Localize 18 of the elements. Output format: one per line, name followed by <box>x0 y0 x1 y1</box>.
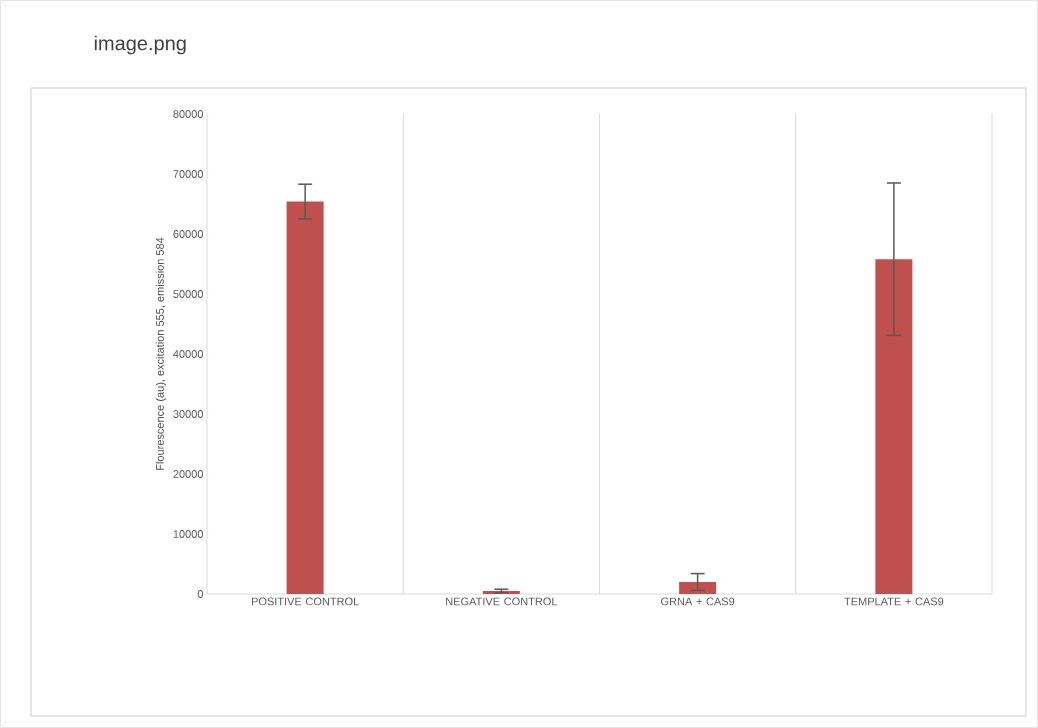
x-tick-label: TEMPLATE + CAS9 <box>844 597 944 606</box>
text: image.png <box>94 35 186 55</box>
y-tick-label: 80000 <box>173 110 204 118</box>
y-tick-label: 30000 <box>173 410 204 418</box>
bar <box>875 259 913 594</box>
y-tick-label: 10000 <box>173 530 204 538</box>
y-tick-label: 40000 <box>173 350 204 358</box>
x-tick-label: NEGATIVE CONTROL <box>446 597 558 606</box>
x-tick-label: GRNA + CAS9 <box>661 597 735 606</box>
y-tick-label: 60000 <box>173 230 204 238</box>
bar <box>679 582 717 594</box>
y-tick-label: 0 <box>197 590 204 598</box>
y-tick-label: 50000 <box>173 290 204 298</box>
x-tick-label: POSITIVE CONTROL <box>251 597 359 606</box>
bar <box>286 201 324 594</box>
y-axis-title: Flourescence (au), excitation 555, emission 584 <box>155 237 167 470</box>
y-tick-label: 70000 <box>173 170 204 178</box>
y-tick-label: 20000 <box>173 470 204 478</box>
